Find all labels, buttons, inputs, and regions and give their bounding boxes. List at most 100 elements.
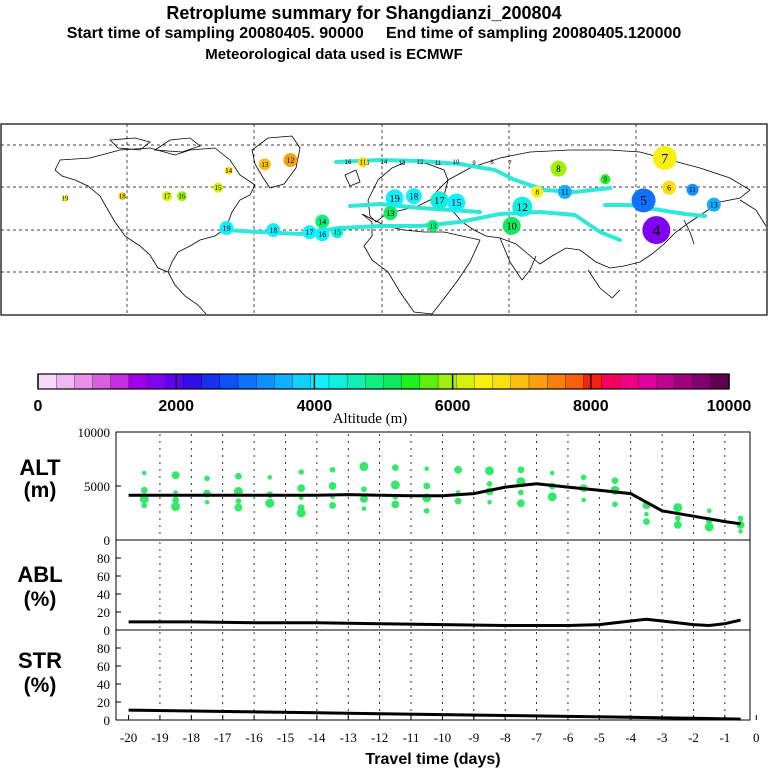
x-tick-label: -13 bbox=[340, 730, 357, 745]
sampling-times: Start time of sampling 20080405. 90000 E… bbox=[66, 25, 682, 42]
plume-point bbox=[706, 197, 721, 212]
abl-ytick-label: 60 bbox=[97, 569, 110, 584]
abl-ytick-label: 80 bbox=[97, 551, 110, 566]
map-coastlines bbox=[54, 135, 767, 315]
x-tick-label: -19 bbox=[151, 730, 168, 745]
alt-particle-dot bbox=[361, 506, 367, 511]
x-axis-label: Travel time (days) bbox=[365, 751, 500, 768]
plume-track bbox=[224, 157, 707, 242]
colorbar-cell bbox=[37, 373, 57, 390]
alt-particle-dot bbox=[487, 499, 492, 505]
str-ytick-label: 60 bbox=[97, 659, 110, 674]
plume-point-label: 17 bbox=[163, 193, 171, 201]
plume-point-label: 19 bbox=[61, 195, 69, 203]
plume-point bbox=[662, 180, 677, 195]
colorbar-tick-label: 0 bbox=[34, 398, 43, 415]
plume-points: 19 18 17 16 15 14 13 12 11 19 18 17 16 15 14 13 19 18 17 15… bbox=[61, 145, 721, 245]
plume-point-label: 16 bbox=[178, 193, 186, 201]
abl-ytick-label: 20 bbox=[97, 605, 110, 620]
alt-particle-dot bbox=[454, 465, 463, 474]
plume-point bbox=[652, 145, 677, 170]
colorbar-cell bbox=[456, 373, 475, 390]
str-ytick-label: 0 bbox=[104, 713, 111, 728]
plume-point-label: 12 bbox=[286, 156, 294, 165]
plume-point bbox=[224, 166, 233, 175]
colorbar-tick-label: 4000 bbox=[297, 398, 333, 415]
alt-particle-dot bbox=[172, 496, 180, 504]
plume-point bbox=[631, 188, 656, 213]
abl-ytick-label: 0 bbox=[104, 623, 111, 638]
colorbar-cell bbox=[346, 373, 366, 390]
plume-point-label: 7 bbox=[661, 151, 668, 166]
plume-point-label: 11 bbox=[689, 186, 696, 194]
alt-particle-dot bbox=[612, 501, 618, 508]
plume-point bbox=[331, 226, 344, 239]
plume-point-label: 15 bbox=[215, 184, 223, 192]
plume-point bbox=[283, 153, 298, 168]
plume-point bbox=[176, 191, 187, 202]
plume-point bbox=[447, 193, 466, 212]
x-tick-label: -3 bbox=[657, 730, 668, 745]
alt-particle-dot bbox=[171, 471, 180, 480]
alt-particle-dot bbox=[141, 502, 148, 509]
colorbar-tick-label: 6000 bbox=[435, 398, 471, 415]
abl-ytick-label: 40 bbox=[97, 587, 110, 602]
plume-point bbox=[430, 191, 449, 210]
colorbar-cell bbox=[565, 373, 585, 390]
alt-particle-dot bbox=[547, 492, 557, 502]
plume-point bbox=[161, 191, 172, 202]
x-tick-label: -9 bbox=[468, 730, 479, 745]
alt-particle-dot bbox=[486, 480, 493, 487]
colorbar-cell bbox=[146, 373, 166, 390]
alt-particle-dot bbox=[517, 466, 525, 474]
plume-point-label: 5 bbox=[640, 193, 647, 208]
colorbar-cell bbox=[92, 373, 112, 390]
alt-particle-dot bbox=[233, 486, 243, 496]
plume-point-label: 18 bbox=[119, 193, 127, 201]
x-tick-label: -5 bbox=[594, 730, 605, 745]
plume-point bbox=[531, 185, 544, 198]
plume-point-label: 19 bbox=[223, 224, 231, 233]
abl-unit: (%) bbox=[24, 588, 57, 611]
colorbar-cell bbox=[601, 373, 621, 390]
plume-point-label: 16 bbox=[318, 230, 326, 239]
plume-tiny-label: 9 bbox=[472, 161, 476, 167]
plume-point-label: 18 bbox=[269, 226, 277, 235]
map-frame bbox=[0, 123, 768, 316]
plume-point-label: 8 bbox=[556, 164, 561, 174]
colorbar-cell bbox=[274, 373, 294, 390]
plume-tiny-label: 16 bbox=[345, 160, 352, 166]
alt-particle-dot bbox=[454, 497, 462, 505]
plume-point-label: 13 bbox=[261, 161, 269, 169]
colorbar-cell bbox=[583, 373, 603, 390]
chart-title: Retroplume summary for Shangdianzi_20080… bbox=[166, 3, 562, 23]
alt-particle-dot bbox=[738, 529, 743, 534]
plume-point-label: 12 bbox=[517, 202, 529, 214]
plume-point bbox=[426, 219, 439, 232]
map-graticule bbox=[1, 124, 767, 315]
alt-particle-dot bbox=[265, 498, 275, 508]
plume-point-label: 14 bbox=[318, 217, 326, 226]
plume-point bbox=[600, 174, 611, 185]
alt-particle-dot bbox=[235, 498, 242, 504]
alt-particle-dot bbox=[643, 518, 650, 526]
alt-particle-dot bbox=[391, 500, 400, 509]
x-tick-label: -17 bbox=[214, 730, 232, 745]
alt-particle-dot bbox=[549, 470, 555, 476]
alt-particle-dot bbox=[298, 469, 305, 475]
alt-particle-dot bbox=[328, 482, 337, 490]
plume-point bbox=[118, 192, 127, 201]
colorbar-cell bbox=[510, 373, 530, 390]
alt-particle-dot bbox=[674, 515, 681, 522]
colorbar-cell bbox=[110, 373, 130, 390]
alt-ytick-label: 5000 bbox=[84, 479, 110, 494]
alt-particle-dot bbox=[644, 511, 649, 517]
plume-tiny-label: 8 bbox=[490, 160, 494, 166]
colorbar-cell bbox=[56, 373, 75, 390]
met-data-note: Meteorological data used is ECMWF bbox=[205, 46, 463, 63]
plume-point bbox=[642, 216, 671, 245]
alt-frame bbox=[115, 431, 751, 541]
colorbar-cell bbox=[419, 373, 439, 390]
abl-title: ABL bbox=[17, 562, 62, 587]
